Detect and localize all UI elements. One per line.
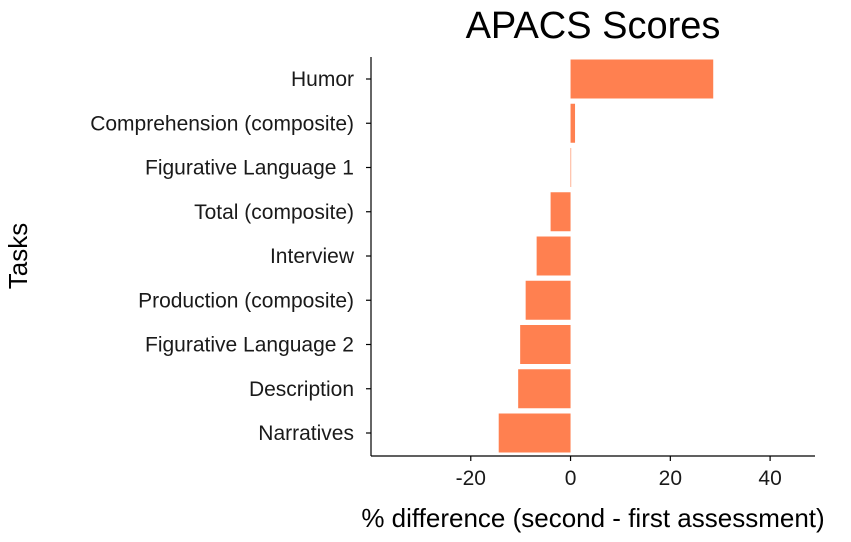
bar-figurative-language-2 [520, 325, 571, 364]
chart-title: APACS Scores [466, 5, 721, 47]
bar-figurative-language-1 [570, 148, 572, 187]
x-tick-label: 20 [659, 467, 682, 490]
x-axis: -20 0 20 40 [371, 455, 815, 490]
bars-group [498, 59, 714, 453]
bar-production-composite [525, 280, 571, 320]
y-tick-label: Figurative Language 2 [145, 334, 354, 357]
y-tick-label: Total (composite) [194, 201, 354, 224]
y-tick-label: Figurative Language 1 [145, 157, 354, 180]
bar-description [518, 369, 571, 409]
y-axis: Humor Comprehension (composite) Figurative… [90, 57, 372, 456]
bar-humor [570, 59, 714, 99]
x-axis-title: % difference (second - first assessment) [361, 503, 824, 533]
bar-comprehension-composite [570, 103, 576, 143]
y-tick-label: Production (composite) [138, 289, 354, 312]
y-axis-title: Tasks [3, 223, 33, 289]
y-tick-label: Comprehension (composite) [90, 112, 354, 135]
x-tick-label: -20 [456, 467, 486, 490]
y-tick-label: Narratives [258, 422, 354, 445]
bar-interview [536, 236, 571, 276]
x-tick-label: 40 [758, 467, 781, 490]
bar-total-composite [550, 192, 571, 232]
y-tick-label: Description [249, 378, 354, 401]
x-tick-label: 0 [565, 467, 577, 490]
y-tick-label: Humor [291, 68, 354, 91]
bar-narratives [498, 413, 571, 453]
y-tick-label: Interview [270, 245, 355, 268]
